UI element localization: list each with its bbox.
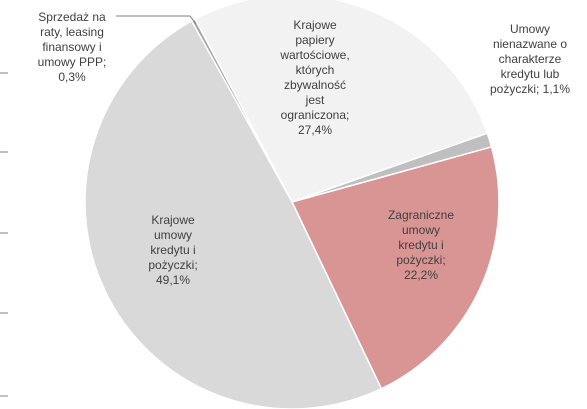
- slice: [290, 146, 500, 390]
- value-label: 1,1%: [542, 82, 571, 96]
- slice-label: Sprzedaż na raty, leasing finansowy i um…: [27, 10, 117, 85]
- pie: [84, 0, 500, 409]
- axis-stubs: [0, 72, 8, 397]
- value-label: 22,2%: [403, 268, 439, 282]
- leader-line: [116, 15, 197, 25]
- category: Krajowe umowy kredytu i pożyczki;: [148, 213, 198, 272]
- category: Umowy nienazwane o charakterze kredytu l…: [489, 22, 568, 96]
- category: Sprzedaż na raty, leasing finansowy i um…: [37, 10, 107, 69]
- slice-label: Umowy nienazwane o charakterze kredytu l…: [480, 22, 580, 97]
- category: Zagraniczne umowy kredytu i pożyczki;: [387, 208, 455, 267]
- slice-label: Krajowe papiery wartościowe, których zby…: [274, 18, 356, 138]
- slice-label: Zagraniczne umowy kredytu i pożyczki; 22…: [383, 208, 459, 283]
- slice: [194, 0, 489, 203]
- value-label: 27,4%: [297, 123, 333, 137]
- value-label: 0,3%: [58, 70, 86, 84]
- slice-label: Krajowe umowy kredytu i pożyczki; 49,1%: [140, 213, 206, 288]
- category: Krajowe papiery wartościowe, których zby…: [280, 18, 350, 122]
- value-label: 49,1%: [155, 273, 191, 287]
